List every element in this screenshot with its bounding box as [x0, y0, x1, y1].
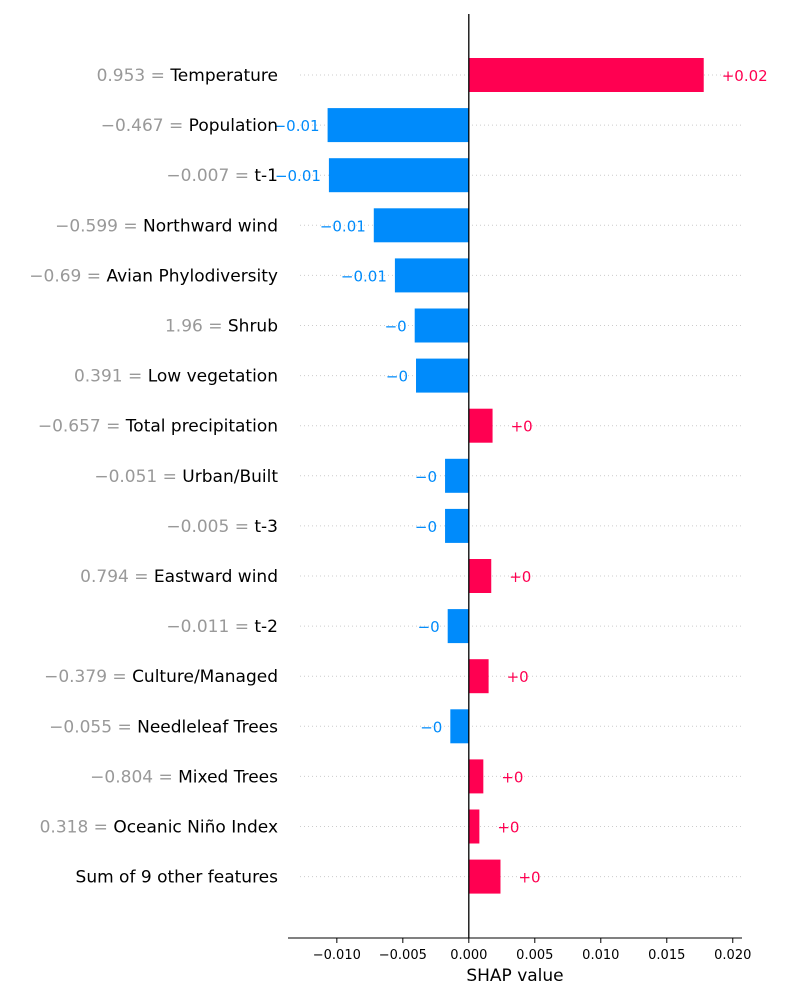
feature-name: Oceanic Niño Index — [113, 818, 278, 838]
feature-name: Culture/Managed — [132, 667, 278, 687]
x-tick-label: 0.005 — [516, 948, 553, 963]
feature-value: 0.953 = — [97, 66, 171, 86]
feature-label: 0.391 = Low vegetation — [74, 367, 278, 387]
shap-value-label: −0 — [415, 468, 437, 486]
shap-bar — [416, 358, 469, 393]
feature-name: Avian Phylodiversity — [106, 266, 278, 286]
shap-value-label: −0 — [415, 518, 437, 536]
shap-bar — [414, 308, 469, 343]
feature-label: −0.379 = Culture/Managed — [44, 667, 278, 687]
feature-value: −0.379 = — [44, 667, 132, 687]
shap-value-label: +0.02 — [722, 67, 768, 85]
feature-label: −0.804 = Mixed Trees — [90, 767, 278, 787]
feature-name: Shrub — [228, 317, 278, 337]
shap-bar — [327, 108, 469, 143]
shap-value-label: +0 — [509, 568, 531, 586]
shap-bar — [450, 709, 469, 744]
feature-value: −0.657 = — [38, 417, 126, 437]
feature-value: −0.011 = — [166, 617, 254, 637]
shap-value-label: +0 — [518, 869, 540, 887]
feature-name: t-3 — [254, 517, 278, 537]
shap-bar — [468, 58, 704, 92]
feature-value: −0.007 = — [166, 166, 254, 186]
feature-value: 0.318 = — [40, 818, 114, 838]
feature-label: Sum of 9 other features — [76, 868, 279, 888]
feature-value: −0.804 = — [90, 767, 178, 787]
feature-label: −0.005 = t-3 — [166, 517, 278, 537]
feature-label: −0.051 = Urban/Built — [94, 467, 278, 487]
feature-value: 1.96 = — [165, 317, 228, 337]
feature-name: Northward wind — [143, 216, 278, 236]
shap-value-label: −0 — [385, 318, 407, 336]
feature-value: 0.391 = — [74, 367, 148, 387]
shap-value-label: +0 — [501, 768, 523, 786]
shap-bar — [468, 809, 480, 844]
shap-value-label: −0 — [386, 368, 408, 386]
feature-value: −0.055 = — [49, 717, 137, 737]
feature-label: −0.011 = t-2 — [166, 617, 278, 637]
shap-value-label: +0 — [511, 418, 533, 436]
feature-name: Eastward wind — [154, 567, 278, 587]
feature-label: −0.055 = Needleleaf Trees — [49, 717, 278, 737]
feature-value: −0.467 = — [101, 116, 189, 136]
x-tick-label: 0.015 — [648, 948, 685, 963]
feature-label: −0.007 = t-1 — [166, 166, 278, 186]
feature-name: Temperature — [169, 66, 278, 86]
feature-label: 0.318 = Oceanic Niño Index — [40, 818, 278, 838]
shap-bar — [468, 859, 501, 894]
shap-value-label: −0.01 — [341, 267, 387, 285]
feature-label: −0.657 = Total precipitation — [38, 417, 278, 437]
feature-label: 0.953 = Temperature — [97, 66, 278, 86]
feature-name: t-1 — [254, 166, 278, 186]
shap-value-label: +0 — [507, 668, 529, 686]
x-tick-label: 0.000 — [450, 948, 487, 963]
feature-name: Needleleaf Trees — [137, 717, 278, 737]
shap-bar — [447, 609, 469, 644]
shap-bar — [328, 158, 469, 193]
shap-bar — [468, 408, 493, 443]
feature-name: t-2 — [254, 617, 278, 637]
feature-value: −0.69 = — [29, 266, 106, 286]
feature-name: Total precipitation — [125, 417, 278, 437]
shap-bar — [468, 559, 492, 593]
shap-value-label: −0.01 — [275, 167, 321, 185]
shap-bar — [445, 458, 469, 493]
shap-bar — [445, 508, 469, 543]
shap-value-label: −0 — [418, 618, 440, 636]
feature-name: Sum of 9 other features — [76, 868, 279, 888]
x-tick-label: 0.020 — [714, 948, 751, 963]
shap-value-label: −0.01 — [274, 117, 320, 135]
feature-name: Population — [189, 116, 278, 136]
feature-label: 0.794 = Eastward wind — [80, 567, 278, 587]
feature-label: −0.599 = Northward wind — [55, 216, 278, 236]
x-axis-title: SHAP value — [466, 966, 563, 986]
shap-value-label: +0 — [497, 819, 519, 837]
shap-bar — [468, 659, 489, 694]
feature-label: 1.96 = Shrub — [165, 317, 278, 337]
shap-bar — [373, 208, 469, 243]
feature-value: −0.005 = — [166, 517, 254, 537]
feature-label: −0.69 = Avian Phylodiversity — [29, 266, 278, 286]
shap-value-label: −0 — [420, 718, 442, 736]
shap-bar — [394, 258, 469, 293]
feature-value: 0.794 = — [80, 567, 154, 587]
feature-value: −0.599 = — [55, 216, 143, 236]
feature-name: Urban/Built — [182, 467, 278, 487]
feature-name: Low vegetation — [148, 367, 278, 387]
feature-label: −0.467 = Population — [101, 116, 278, 136]
x-tick-label: −0.005 — [379, 948, 427, 963]
feature-name: Mixed Trees — [178, 767, 278, 787]
feature-value: −0.051 = — [94, 467, 182, 487]
x-tick-label: 0.010 — [582, 948, 619, 963]
shap-bar — [468, 759, 484, 794]
shap-value-label: −0.01 — [320, 217, 366, 235]
x-tick-label: −0.010 — [313, 948, 361, 963]
